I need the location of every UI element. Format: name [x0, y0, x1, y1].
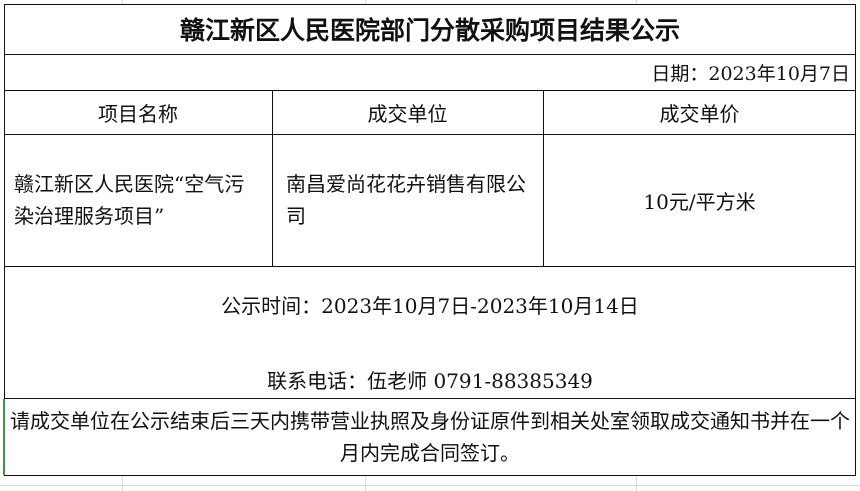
- vendor-cell[interactable]: 南昌爱尚花花卉销售有限公司: [272, 134, 543, 266]
- date-cell[interactable]: 日期：2023年10月7日: [4, 54, 856, 90]
- contact-cell[interactable]: 联系电话：伍老师 0791-88385349: [4, 342, 856, 398]
- page-title: 赣江新区人民医院部门分散采购项目结果公示: [179, 16, 680, 45]
- header-vendor[interactable]: 成交单位: [272, 90, 543, 134]
- date-text: 日期：2023年10月7日: [651, 62, 850, 85]
- period-cell[interactable]: 公示时间：2023年10月7日-2023年10月14日: [4, 266, 856, 342]
- header-price[interactable]: 成交单价: [543, 90, 856, 134]
- border: [4, 134, 856, 135]
- header-label: 项目名称: [98, 101, 178, 126]
- border: [4, 266, 856, 267]
- header-label: 成交单价: [659, 101, 740, 126]
- unit-price: 10元/平方米: [643, 189, 756, 214]
- border: [4, 398, 856, 399]
- contact-phone: 联系电话：伍老师 0791-88385349: [267, 368, 593, 393]
- border: [4, 4, 856, 5]
- border: [855, 4, 856, 476]
- border: [4, 54, 856, 55]
- notice-cell[interactable]: 请成交单位在公示结束后三天内携带营业执照及身份证原件到相关处室领取成交通知书并在…: [4, 399, 856, 475]
- price-cell[interactable]: 10元/平方米: [543, 134, 856, 266]
- border: [543, 90, 544, 266]
- selected-cell-indicator: [3, 399, 5, 475]
- border: [4, 4, 5, 476]
- publicity-period: 公示时间：2023年10月7日-2023年10月14日: [221, 293, 639, 318]
- border: [272, 90, 273, 266]
- title-cell[interactable]: 赣江新区人民医院部门分散采购项目结果公示: [4, 4, 856, 54]
- header-project-name[interactable]: 项目名称: [4, 90, 272, 134]
- project-name-cell[interactable]: 赣江新区人民医院“空气污染治理服务项目”: [4, 134, 272, 266]
- vendor-name: 南昌爱尚花花卉销售有限公司: [286, 172, 526, 228]
- header-label: 成交单位: [367, 101, 448, 126]
- sheet-gridline: [0, 485, 860, 486]
- border: [4, 475, 856, 476]
- border: [4, 90, 856, 91]
- project-name: 赣江新区人民医院“空气污染治理服务项目”: [14, 172, 245, 228]
- notice-text: 请成交单位在公示结束后三天内携带营业执照及身份证原件到相关处室领取成交通知书并在…: [10, 409, 850, 465]
